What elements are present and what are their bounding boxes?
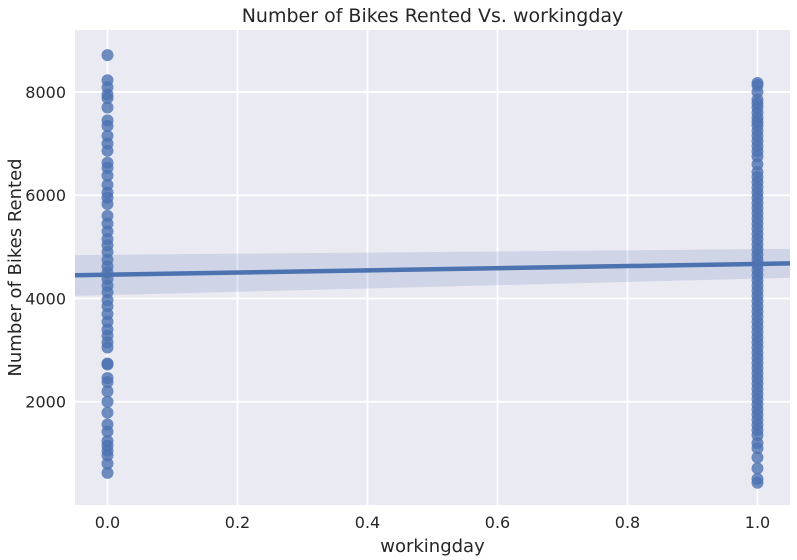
regression-line-group xyxy=(74,261,791,278)
data-point xyxy=(101,466,114,479)
data-point xyxy=(101,376,114,389)
confidence-band-area xyxy=(75,248,790,296)
data-point xyxy=(751,451,764,464)
confidence-band xyxy=(75,248,790,296)
data-point xyxy=(101,395,114,408)
y-tick-label: 6000 xyxy=(25,186,66,205)
x-tick-labels: 0.0 0.2 0.4 0.6 0.8 1.0 xyxy=(95,513,770,532)
data-point xyxy=(101,449,114,462)
chart-title: Number of Bikes Rented Vs. workingday xyxy=(242,5,624,27)
data-point xyxy=(101,120,114,133)
y-tick-label: 4000 xyxy=(25,289,66,308)
data-point xyxy=(101,457,114,470)
x-tick-label: 0.2 xyxy=(225,513,250,532)
data-point xyxy=(101,341,114,354)
x-tick-label: 0.4 xyxy=(355,513,380,532)
data-point xyxy=(101,169,114,182)
x-axis-label: workingday xyxy=(380,536,485,557)
y-tick-label: 2000 xyxy=(25,393,66,412)
data-point xyxy=(101,385,114,398)
data-point xyxy=(751,462,764,475)
scatter-points xyxy=(101,49,764,489)
data-point xyxy=(101,101,114,114)
data-point xyxy=(101,406,114,419)
y-axis-label: Number of Bikes Rented xyxy=(5,158,26,376)
x-tick-label: 1.0 xyxy=(745,513,770,532)
data-point xyxy=(101,197,114,210)
x-tick-label: 0.0 xyxy=(95,513,120,532)
data-point xyxy=(101,49,114,62)
data-point xyxy=(751,476,764,489)
y-tick-labels: 2000 4000 6000 8000 xyxy=(25,83,66,412)
data-point xyxy=(101,425,114,438)
data-point xyxy=(101,358,114,371)
x-tick-label: 0.8 xyxy=(615,513,640,532)
y-tick-label: 8000 xyxy=(25,83,66,102)
regression-line xyxy=(74,261,791,278)
x-tick-label: 0.6 xyxy=(485,513,510,532)
data-point xyxy=(101,144,114,157)
data-point xyxy=(101,92,114,105)
data-point xyxy=(751,442,764,455)
